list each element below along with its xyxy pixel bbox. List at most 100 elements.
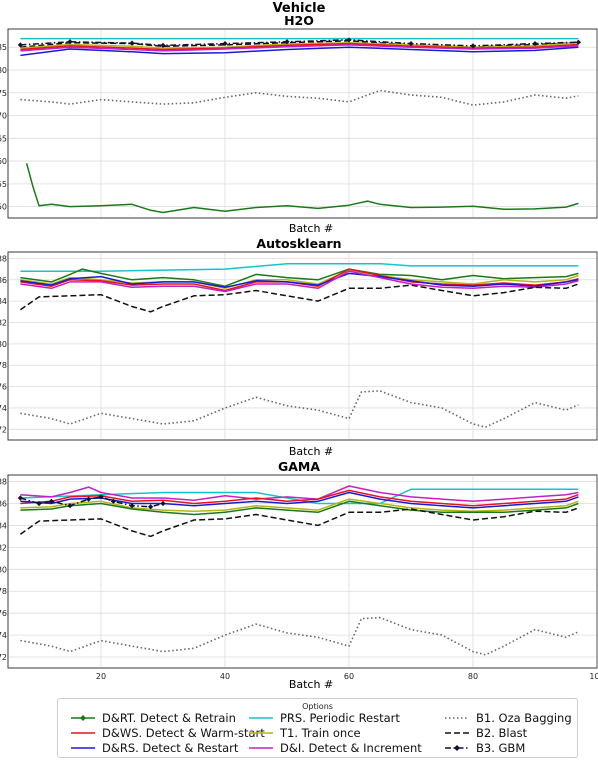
series-marker-b3 <box>470 43 476 49</box>
panel-autosklearn: 72 74 76 78 80 82 84 86 88 Autosklearn Batch # <box>0 236 598 458</box>
legend-item-b1: B1. Oza Bagging <box>444 711 572 725</box>
y-tick-label: 78 <box>0 361 7 370</box>
series-marker-b3 <box>160 500 166 507</box>
series-marker-b3 <box>36 500 42 507</box>
series-marker-b3 <box>67 39 73 45</box>
y-tick-label: 76 <box>0 383 7 392</box>
y-tick-label: 82 <box>0 319 7 328</box>
legend-swatch-drt <box>71 715 95 721</box>
x-axis-label: Batch # <box>289 222 333 235</box>
x-tick-label: 60 <box>344 672 354 681</box>
plot-frame <box>7 474 598 669</box>
x-tick-label: 20 <box>96 672 106 681</box>
legend-swatch-di <box>249 747 273 749</box>
y-tick-label: 78 <box>0 587 7 596</box>
legend-label-dws: D&WS. Detect & Warm-start <box>102 726 265 740</box>
legend-item-di: D&I. Detect & Increment <box>248 741 422 755</box>
series-line-b2 <box>19 507 579 538</box>
y-tick-label: 86 <box>0 276 7 285</box>
series-marker-b3 <box>17 495 23 501</box>
figure-title: Vehicle <box>273 1 326 16</box>
legend-swatch-t1 <box>249 732 273 734</box>
panel-h2o: 50 55 60 65 70 75 80 85 H2O Batch # <box>0 13 598 235</box>
series-marker-b3 <box>86 496 92 502</box>
series-line-t1 <box>20 269 579 290</box>
y-tick-label: 75 <box>0 89 7 98</box>
legend-item-prs: PRS. Periodic Restart <box>248 711 400 725</box>
y-tick-label: 55 <box>0 180 7 189</box>
legend-label-drt: D&RT. Detect & Retrain <box>102 711 236 725</box>
legend-item-drt: D&RT. Detect & Retrain <box>70 711 236 725</box>
series-line-drt <box>20 500 579 516</box>
y-tick-label: 80 <box>0 66 7 75</box>
panel-title: GAMA <box>278 459 320 474</box>
series-line-di <box>20 485 579 503</box>
y-tick-label: 84 <box>0 521 7 530</box>
series-marker-b3 <box>575 39 581 45</box>
y-tick-label: 70 <box>0 112 7 121</box>
series-marker-b3 <box>148 504 154 510</box>
figure: Vehicle 5055606570758085H2OBatch # 72747… <box>0 1 598 691</box>
x-axis-label: Batch # <box>289 678 333 691</box>
legend-label-b1: B1. Oza Bagging <box>476 711 572 725</box>
series-marker-b3 <box>532 40 538 47</box>
y-tick-label: 88 <box>0 478 7 487</box>
legend-label-b3: B3. GBM <box>476 741 526 755</box>
series-marker-b3 <box>110 498 116 504</box>
legend: Options D&RT. Detect & Retrain D&WS. Dete… <box>57 698 578 758</box>
series-line-drs <box>20 46 579 57</box>
legend-label-di: D&I. Detect & Increment <box>280 741 422 755</box>
panel-title: Autosklearn <box>256 236 341 251</box>
series-marker-b3 <box>284 39 290 45</box>
series-line-drt <box>25 163 579 214</box>
series-marker-b3 <box>408 40 414 47</box>
series-marker-b3 <box>129 40 135 46</box>
series-line-dws <box>20 489 579 507</box>
legend-label-drs: D&RS. Detect & Restart <box>102 741 239 755</box>
x-tick-label: 40 <box>220 672 230 681</box>
plot-frame <box>7 251 598 441</box>
series-marker-b3 <box>222 40 228 47</box>
y-tick-label: 74 <box>0 404 7 413</box>
y-tick-label: 65 <box>0 134 7 143</box>
legend-title: Options <box>302 702 333 711</box>
legend-swatch-prs <box>249 717 273 719</box>
panel-title: H2O <box>284 13 314 28</box>
legend-swatch-drs <box>71 747 95 749</box>
y-tick-label: 72 <box>0 425 7 434</box>
series-marker-b3 <box>67 503 73 509</box>
series-line-t1 <box>20 498 579 512</box>
y-tick-label: 50 <box>0 203 7 212</box>
y-tick-label: 72 <box>0 653 7 662</box>
legend-swatch-dws <box>71 732 95 734</box>
series-marker-b3 <box>48 498 54 504</box>
legend-swatch-b2 <box>445 732 469 734</box>
series-marker-b3 <box>160 42 166 48</box>
x-tick-label: 80 <box>468 672 478 681</box>
legend-swatch-b3 <box>445 745 469 751</box>
series-line-drt <box>20 268 579 287</box>
y-tick-label: 84 <box>0 297 7 306</box>
legend-item-b3: B3. GBM <box>444 741 525 755</box>
y-tick-label: 60 <box>0 157 7 166</box>
series-line-di <box>20 270 579 293</box>
series-marker-b3 <box>17 42 23 48</box>
series-line-di <box>20 44 579 52</box>
series-marker-b3 <box>346 37 352 43</box>
y-tick-label: 86 <box>0 500 7 509</box>
legend-swatch-b1 <box>445 717 469 719</box>
x-axis-label: Batch # <box>289 445 333 458</box>
x-tick-label: 100 <box>589 672 598 681</box>
legend-label-t1: T1. Train once <box>280 726 361 740</box>
plot-frame <box>7 28 598 219</box>
series-marker-b3 <box>98 494 104 500</box>
series-line-b3 <box>20 496 164 508</box>
y-tick-label: 88 <box>0 254 7 263</box>
plot-area <box>7 28 598 219</box>
series-line-dws <box>20 42 579 51</box>
y-tick-label: 74 <box>0 631 7 640</box>
legend-item-b2: B2. Blast <box>444 726 527 740</box>
series-line-prs <box>20 262 579 272</box>
y-tick-label: 80 <box>0 565 7 574</box>
panel-gama: 72 74 76 78 80 82 84 86 88 20 40 60 80 100 GAMA Batch # <box>0 459 598 691</box>
